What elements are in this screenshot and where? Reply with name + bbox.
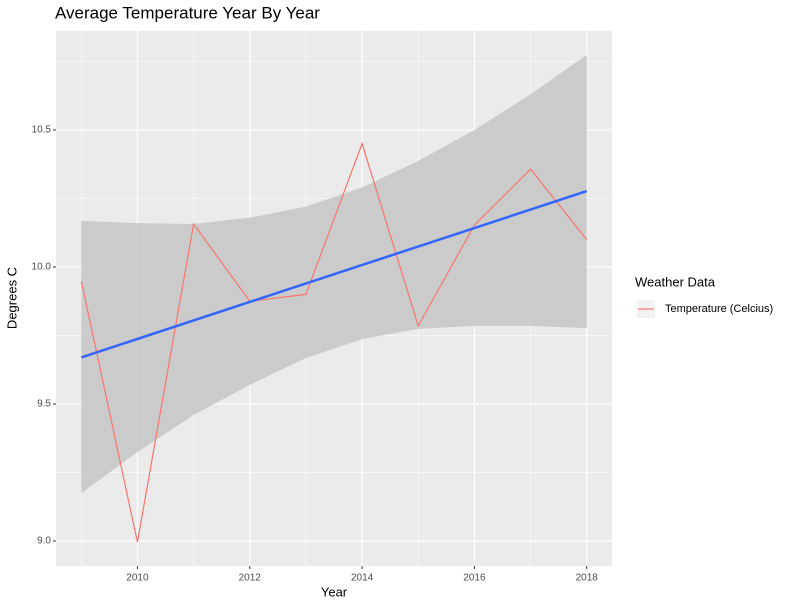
trend-line	[80, 189, 588, 359]
legend: Temperature (Celcius)	[637, 300, 773, 318]
x-tick-label: 2018	[576, 573, 599, 584]
x-axis-title: Year	[321, 584, 348, 599]
x-tick-label: 2010	[126, 573, 149, 584]
legend-title: Weather Data	[635, 274, 716, 289]
x-tick-label: 2014	[351, 573, 374, 584]
legend-label: Temperature (Celcius)	[665, 303, 773, 315]
y-tick-label: 10.5	[32, 125, 52, 136]
marks	[80, 54, 588, 543]
y-tick-label: 9.5	[37, 399, 51, 410]
data-line	[80, 141, 588, 543]
y-tick-label: 9.0	[37, 536, 51, 547]
y-tick-label: 10.0	[32, 262, 52, 273]
x-tick-label: 2016	[463, 573, 486, 584]
chart-title: Average Temperature Year By Year	[55, 3, 320, 22]
y-axis-title: Degrees C	[4, 267, 19, 329]
x-tick-label: 2012	[239, 573, 262, 584]
